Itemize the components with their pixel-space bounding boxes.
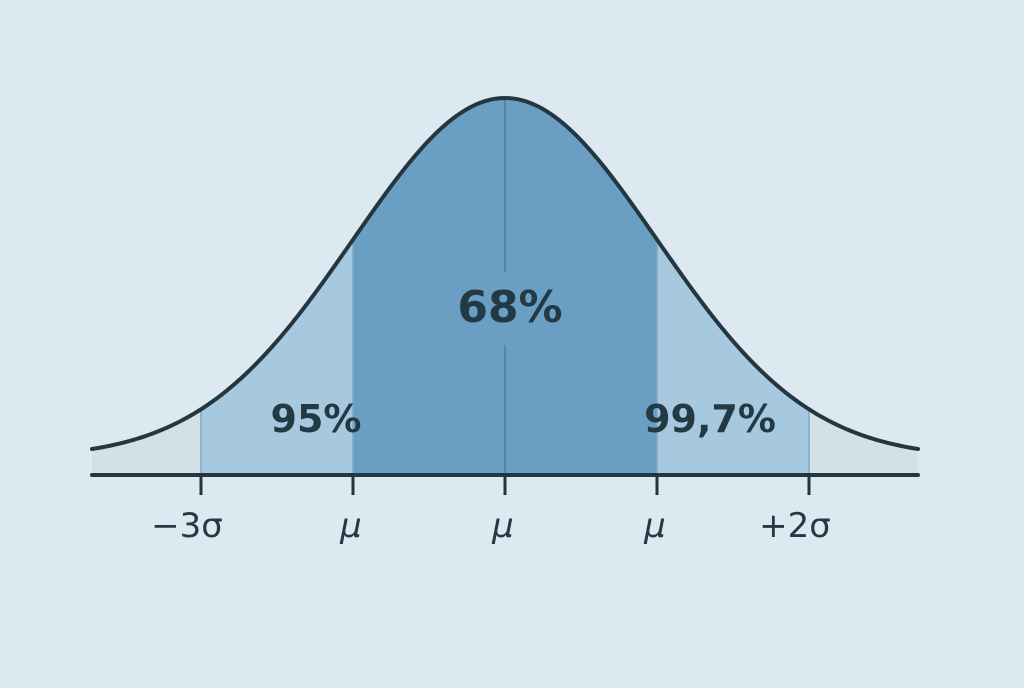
axis-layer: −3σ μ μ μ +2σ <box>90 473 920 546</box>
tick-label-3: μ <box>643 506 666 546</box>
region-label-0: 68% <box>457 282 562 333</box>
region-fills <box>92 98 918 475</box>
tick-label-4: +2σ <box>759 506 831 546</box>
region-fill-2 <box>657 239 809 475</box>
tick-label-2: μ <box>491 506 514 546</box>
band-lines <box>200 100 810 475</box>
tick-label-0: −3σ <box>151 506 223 546</box>
region-fill-1 <box>201 239 353 475</box>
bell-curve-line <box>90 96 920 452</box>
region-labels: 68% 95% 99,7% <box>271 282 776 441</box>
tick-label-1: μ <box>339 506 362 546</box>
region-label-1: 95% <box>271 397 362 441</box>
curve-layer <box>90 96 920 452</box>
region-fill-0 <box>353 98 657 475</box>
region-label-2: 99,7% <box>644 397 776 441</box>
